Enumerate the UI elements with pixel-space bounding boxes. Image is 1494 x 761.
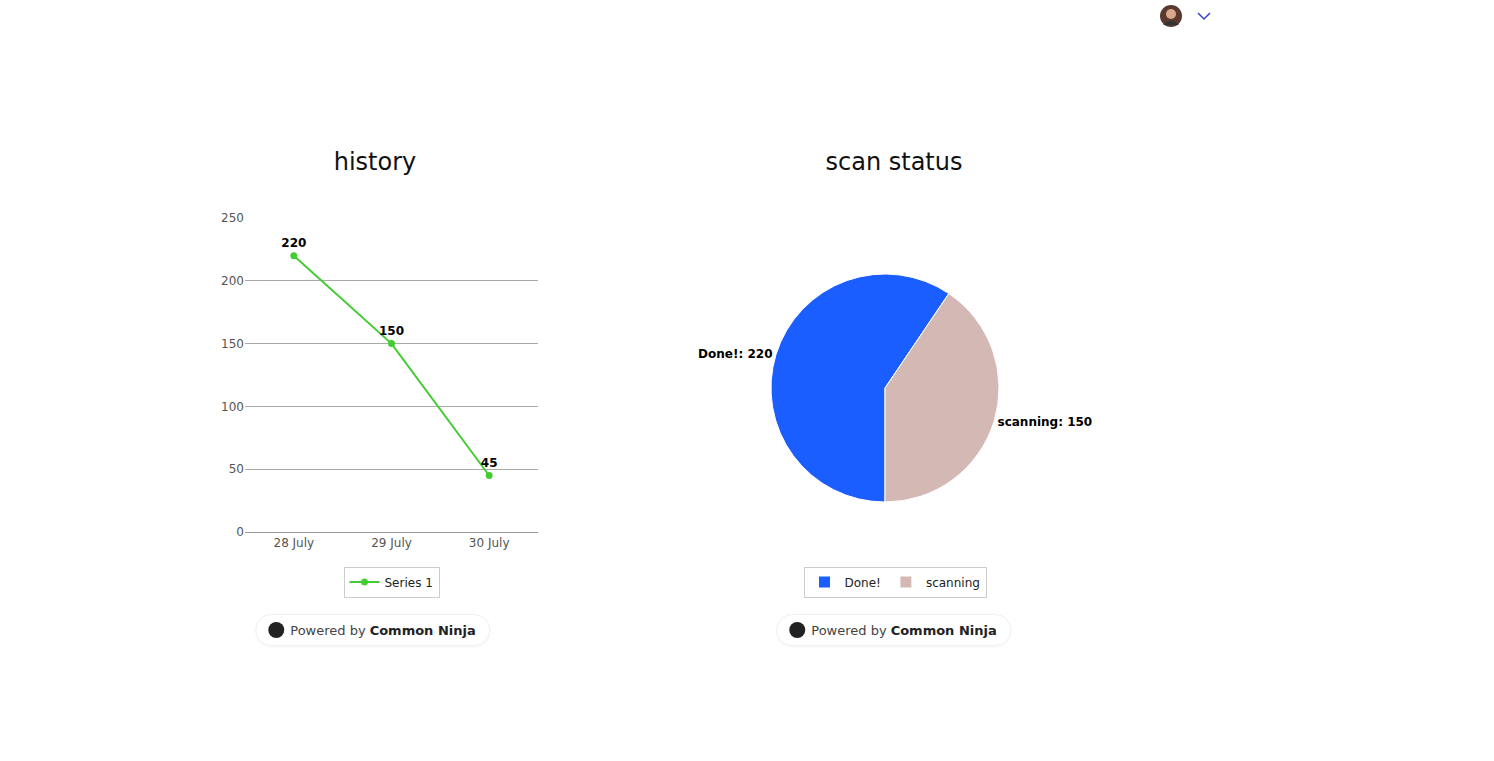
svg-text:29 July: 29 July xyxy=(371,536,412,550)
svg-text:150: 150 xyxy=(379,324,404,338)
svg-text:150: 150 xyxy=(221,337,244,351)
svg-text:200: 200 xyxy=(221,274,244,288)
svg-text:30 July: 30 July xyxy=(469,536,510,550)
svg-text:scanning: 150: scanning: 150 xyxy=(998,415,1093,429)
svg-text:scanning: scanning xyxy=(926,576,980,590)
svg-text:Done!: Done! xyxy=(845,576,881,590)
html-text:Powered by Common Ninja: Powered by Common Ninja xyxy=(811,622,997,638)
svg-text:45: 45 xyxy=(481,456,498,470)
svg-text:250: 250 xyxy=(221,211,244,225)
svg-text:100: 100 xyxy=(221,400,244,414)
svg-text:scan status: scan status xyxy=(826,148,963,176)
svg-text:0: 0 xyxy=(236,525,244,539)
svg-text:history: history xyxy=(334,148,417,176)
svg-text:50: 50 xyxy=(229,462,244,476)
svg-text:Series 1: Series 1 xyxy=(385,576,433,590)
svg-text:28 July: 28 July xyxy=(273,536,314,550)
html-text:Powered by Common Ninja: Powered by Common Ninja xyxy=(290,622,476,638)
svg-text:Done!: 220: Done!: 220 xyxy=(698,347,772,361)
svg-text:220: 220 xyxy=(281,236,306,250)
